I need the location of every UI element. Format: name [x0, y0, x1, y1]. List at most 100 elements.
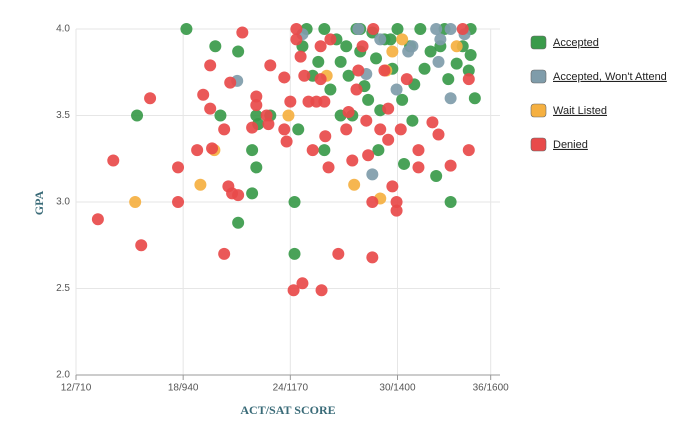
point: [250, 161, 263, 174]
point: [214, 109, 227, 122]
point: [444, 196, 457, 208]
point: [288, 247, 301, 260]
y-tick-label: 4.0: [56, 24, 70, 35]
point: [468, 92, 481, 105]
legend-label: Denied: [553, 139, 588, 151]
point: [319, 130, 332, 143]
point: [444, 23, 457, 35]
point: [384, 33, 397, 46]
point: [464, 48, 477, 61]
point: [396, 33, 409, 46]
point: [396, 93, 409, 106]
point: [462, 73, 475, 86]
x-axis-title: ACT/SAT SCORE: [240, 403, 335, 417]
point: [366, 196, 379, 208]
legend-swatch: [530, 137, 547, 152]
point: [426, 116, 439, 129]
point: [342, 69, 355, 82]
y-tick-label: 3.0: [56, 197, 70, 208]
point: [374, 123, 387, 136]
point: [462, 144, 475, 157]
point: [372, 144, 385, 157]
y-tick-label: 2.5: [56, 283, 70, 294]
y-axis-title: GPA: [32, 190, 46, 215]
point: [356, 40, 369, 53]
point: [290, 33, 303, 46]
point: [191, 144, 204, 157]
point: [434, 33, 447, 46]
point: [334, 55, 347, 68]
legend-label: Wait Listed: [553, 105, 607, 117]
point: [218, 123, 231, 136]
point: [284, 95, 297, 108]
point: [250, 99, 263, 112]
point: [350, 83, 363, 96]
point: [91, 213, 104, 226]
point: [430, 170, 443, 183]
legend-label: Accepted, Won't Attend: [553, 71, 667, 83]
point: [262, 118, 275, 131]
point: [418, 62, 431, 75]
point: [394, 123, 407, 136]
point: [400, 73, 413, 86]
point: [367, 23, 380, 35]
x-tick-label: 30/1400: [379, 383, 416, 394]
point: [314, 40, 327, 53]
point: [332, 247, 345, 260]
point: [366, 251, 379, 264]
point: [144, 92, 157, 105]
point: [366, 168, 379, 181]
point: [456, 23, 469, 35]
series: [91, 23, 475, 297]
point: [204, 102, 217, 115]
point: [324, 83, 337, 96]
point: [232, 189, 245, 202]
point: [194, 178, 207, 191]
point: [382, 133, 395, 146]
point: [246, 187, 259, 200]
point: [390, 204, 403, 217]
point: [348, 178, 361, 191]
point: [224, 76, 237, 89]
legend-swatch: [530, 103, 547, 118]
point: [206, 142, 219, 155]
point: [197, 88, 210, 101]
point: [232, 216, 245, 229]
point: [382, 102, 395, 115]
x-tick-label: 18/940: [168, 383, 199, 394]
point: [236, 26, 249, 39]
legend-swatch: [530, 69, 547, 84]
point: [131, 109, 144, 122]
point: [352, 64, 365, 77]
point: [246, 121, 259, 134]
point: [315, 284, 328, 297]
point: [444, 159, 457, 172]
point: [362, 149, 375, 162]
point: [287, 284, 300, 297]
point: [107, 154, 120, 167]
point: [314, 73, 327, 86]
point: [292, 123, 305, 136]
point: [430, 23, 443, 35]
point: [340, 40, 353, 53]
legend-label: Accepted: [553, 37, 599, 49]
point: [342, 106, 355, 119]
point: [282, 109, 295, 122]
point: [346, 154, 359, 167]
point: [412, 161, 425, 174]
point: [370, 52, 383, 65]
point: [390, 196, 403, 208]
point: [374, 33, 387, 46]
point: [278, 123, 291, 136]
point: [442, 73, 455, 86]
point: [450, 57, 463, 70]
point: [290, 23, 303, 35]
point: [172, 161, 185, 174]
point: [340, 123, 353, 136]
point: [172, 196, 185, 208]
point: [462, 64, 475, 77]
point: [218, 247, 231, 260]
point: [414, 23, 427, 35]
point: [450, 40, 463, 53]
